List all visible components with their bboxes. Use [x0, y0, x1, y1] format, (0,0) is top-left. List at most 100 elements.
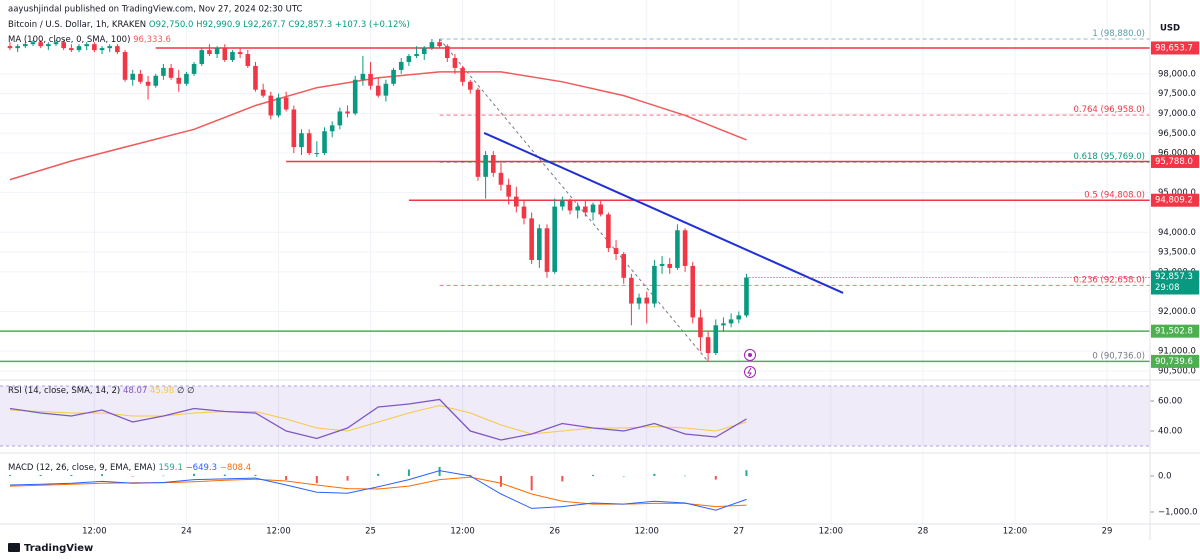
level-tag	[1151, 41, 1199, 55]
macd-name: MACD (12, 26, close, 9, EMA, EMA)	[8, 463, 156, 473]
x-tick-label: 24	[181, 527, 192, 537]
candle-body	[529, 218, 534, 260]
macd-histogram-bar	[254, 474, 257, 476]
rsi-legend-value: ∅	[177, 386, 184, 396]
candle-body	[414, 54, 419, 57]
level-tag-label: 98,653.7	[1155, 43, 1193, 53]
y-tick-label: 91,000.0	[1158, 347, 1196, 357]
event-icon[interactable]	[744, 366, 756, 378]
candle-body	[483, 155, 488, 177]
candle-body	[115, 46, 120, 53]
level-tag	[1151, 193, 1199, 207]
macd-legend: MACD (12, 26, close, 9, EMA, EMA) 159.1 …	[8, 463, 251, 473]
level-tag-label: 91,502.8	[1155, 327, 1193, 337]
candle-body	[46, 44, 51, 47]
candle-body	[230, 52, 235, 60]
candle-body	[153, 75, 159, 86]
candle-body	[76, 46, 82, 51]
candle-body	[30, 42, 36, 45]
y-tick-label: 93,500.0	[1158, 248, 1196, 258]
candle-body	[191, 63, 197, 74]
candle-body	[498, 172, 504, 185]
candle-body	[161, 67, 166, 76]
candle-body	[314, 153, 320, 155]
fib-label: 0.618 (95,769.0)	[1073, 152, 1145, 162]
macd-legend-value: −649.3	[186, 463, 217, 473]
countdown: 29:08	[1155, 283, 1180, 293]
candle-body	[291, 109, 297, 148]
candle-body	[675, 230, 680, 268]
ma-legend: MA (100, close, 0, SMA, 100) 96,333.6	[8, 35, 171, 45]
candle-body	[659, 263, 665, 266]
candle-body	[452, 58, 458, 68]
candle-body	[406, 56, 412, 62]
fib-ratio: 0.764	[1073, 105, 1097, 115]
fib-ratio: 0.5	[1084, 190, 1098, 200]
macd-histogram-bar	[684, 475, 687, 477]
rsi-tick-label: 60.00	[1158, 397, 1182, 407]
logo	[8, 543, 20, 552]
publisher: aayushjindal published on TradingView.co…	[8, 5, 303, 15]
candle-body	[682, 230, 688, 266]
x-tick-label: 12:00	[266, 527, 291, 537]
candle-body	[375, 85, 381, 96]
candle-body	[329, 125, 335, 132]
candle-body	[467, 81, 473, 90]
candle-body	[506, 184, 511, 197]
macd-histogram-bar	[162, 475, 165, 477]
macd-line	[9, 470, 747, 511]
y-tick-label: 97,500.0	[1158, 89, 1196, 99]
macd-histogram-bar	[223, 474, 226, 476]
macd-histogram-bar	[407, 469, 410, 476]
candle-body	[629, 277, 634, 304]
candle-body	[736, 315, 742, 320]
fib-value: (90,736.0)	[1101, 351, 1145, 361]
fib-label: 0 (90,736.0)	[1092, 351, 1145, 361]
fib-label: 1 (98,880.0)	[1092, 29, 1145, 39]
macd-histogram-bar	[377, 473, 380, 476]
rsi-ma-line	[9, 404, 747, 435]
candle-body	[644, 297, 650, 304]
candle-body	[721, 323, 726, 326]
macd-histogram-bar	[530, 475, 533, 491]
fib-ratio: 0.236	[1073, 275, 1097, 285]
candle-body	[636, 297, 642, 304]
candle-body	[437, 42, 442, 47]
rsi-line	[9, 398, 747, 441]
candle-body	[360, 73, 366, 80]
macd-histogram-bar	[101, 474, 104, 476]
candle-body	[222, 48, 228, 60]
currency: USD	[1160, 24, 1180, 34]
y-tick-label: 94,000.0	[1158, 228, 1196, 238]
candle-body	[61, 42, 66, 49]
fib-ratio: 1	[1092, 29, 1097, 39]
x-tick-label: 29	[1102, 527, 1113, 537]
candle-body	[306, 133, 312, 154]
macd-histogram-bar	[131, 475, 134, 477]
y-tick-label: 92,000.0	[1158, 307, 1196, 317]
fib-label: 0.236 (92,658.0)	[1073, 275, 1145, 285]
y-tick-label: 95,000.0	[1158, 188, 1196, 198]
fib-label: 0.764 (96,958.0)	[1073, 105, 1145, 115]
x-tick-label: 12:00	[1003, 527, 1028, 537]
macd-histogram-bar	[469, 474, 472, 476]
candle-body	[299, 133, 304, 148]
macd-histogram-bar	[499, 475, 502, 487]
macd-histogram-bar	[39, 474, 42, 476]
candle-body	[260, 89, 266, 96]
y-tick-label: 98,000.0	[1158, 69, 1196, 79]
fib-value: (98,880.0)	[1101, 29, 1145, 39]
candle-body	[69, 48, 74, 51]
brand: TradingView	[24, 543, 93, 554]
x-tick-label: 12:00	[819, 527, 844, 537]
candle-body	[567, 200, 573, 211]
x-tick-label: 28	[918, 527, 929, 537]
fib-value: (96,958.0)	[1101, 105, 1145, 115]
rsi-band	[0, 386, 1150, 446]
symbol: Bitcoin / U.S. Dollar, 1h, KRAKEN	[8, 20, 146, 30]
macd-histogram-bar	[315, 475, 318, 484]
candle-body	[337, 111, 343, 126]
fib-value: (95,769.0)	[1101, 152, 1145, 162]
